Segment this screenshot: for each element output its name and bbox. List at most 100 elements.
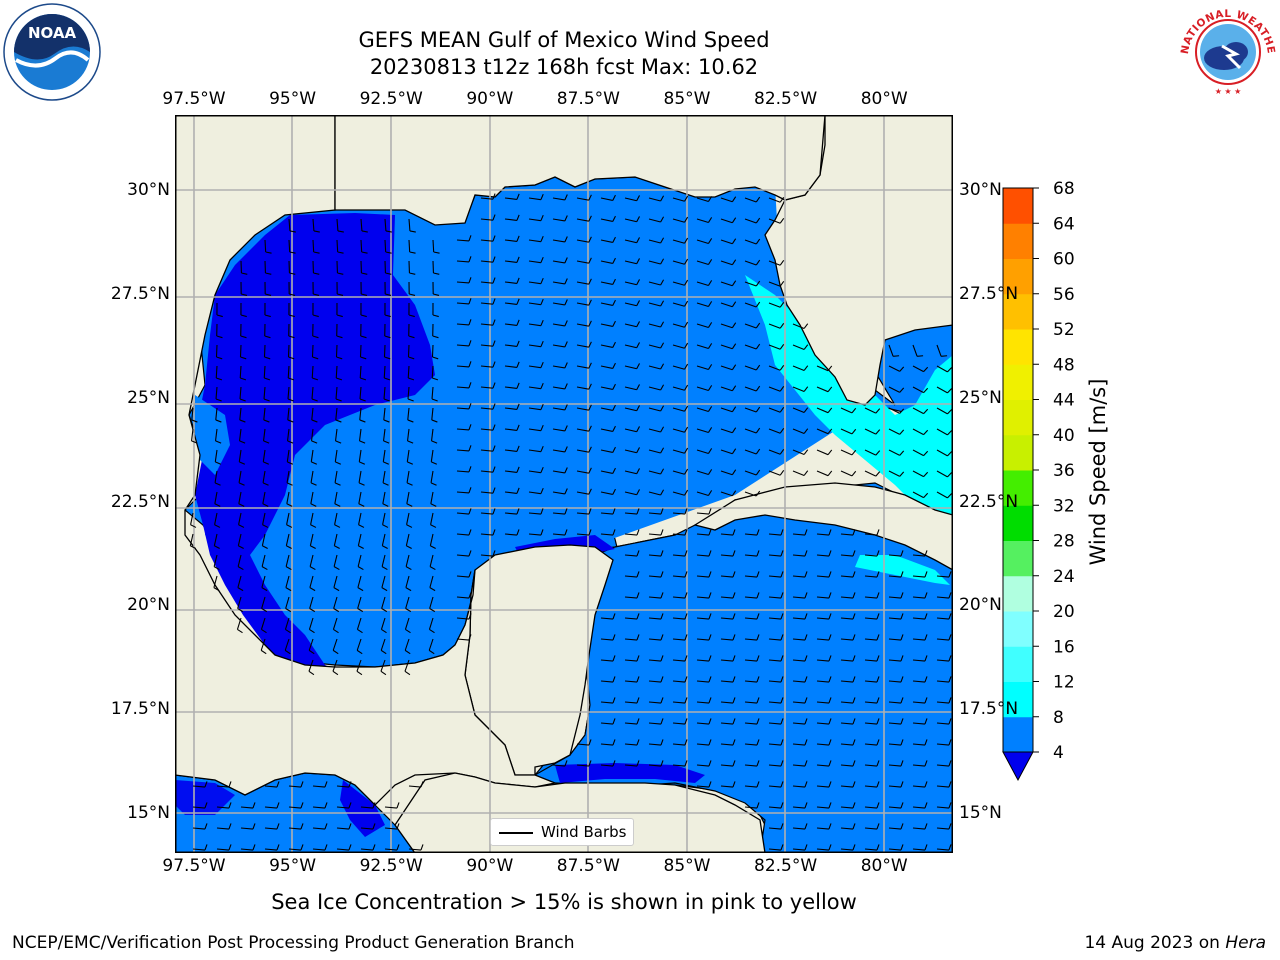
wind-barb-flag [732, 676, 736, 683]
wind-barb-flag [780, 697, 784, 704]
wind-barb [408, 785, 422, 788]
wind-barb-flag [492, 214, 496, 221]
wind-barb-flag [660, 634, 664, 641]
wind-barb [239, 386, 242, 400]
wind-barb [672, 470, 685, 475]
wind-barb-flag [684, 655, 688, 662]
wind-barb [744, 680, 758, 683]
wind-barb [312, 239, 315, 253]
wind-barb-flag [406, 545, 412, 549]
wind-barb [600, 743, 614, 746]
wind-barb [480, 218, 493, 221]
wind-barb-flag [516, 277, 520, 284]
wind-barb-flag [900, 844, 904, 851]
wind-barb-flag [287, 440, 294, 444]
svg-text:NOAA: NOAA [28, 24, 77, 42]
wind-barb [744, 638, 758, 641]
wind-barb-flag [334, 524, 341, 528]
wind-barb-flag [876, 550, 880, 557]
wind-barb-flag [660, 384, 665, 391]
wind-barb [624, 218, 637, 223]
wind-barb-flag [276, 823, 280, 830]
wind-barb-flag [359, 440, 366, 444]
wind-barb-flag [588, 446, 592, 453]
run-date: 14 Aug 2023 on Hera [1084, 933, 1266, 953]
wind-barb [624, 302, 637, 307]
nws-logo: NATIONAL WEATHER SERVICE ★ ★ ★ [1174, 0, 1278, 102]
wind-barb [504, 197, 517, 201]
wind-barb [792, 344, 805, 350]
wind-barb-flag [215, 440, 222, 444]
wind-barb-flag [432, 335, 439, 339]
wind-barb-flag [924, 718, 928, 725]
wind-barb [816, 596, 830, 599]
wind-barb [576, 470, 589, 474]
lon-tick-bottom: 87.5°W [556, 856, 620, 876]
wind-barb [768, 701, 782, 704]
wind-barb [262, 491, 266, 504]
wind-barb-flag [405, 566, 412, 571]
wind-barb [576, 449, 589, 453]
wind-barb [912, 701, 926, 704]
wind-barb-flag [252, 802, 256, 809]
wind-barb [335, 365, 338, 379]
wind-barb [720, 407, 733, 413]
wind-barb-flag [540, 403, 544, 410]
wind-barb [720, 449, 733, 455]
lon-tick-bottom: 90°W [466, 856, 514, 876]
wind-barb [792, 365, 805, 371]
wind-barb-flag [755, 427, 761, 434]
wind-barb [406, 428, 410, 441]
wind-barb-flag [852, 844, 856, 851]
wind-barb-flag [516, 487, 520, 494]
wind-barb [840, 659, 854, 662]
wind-barb [792, 533, 806, 536]
wind-barb-flag [947, 430, 953, 436]
colorbar-tick-label: 12 [1053, 673, 1075, 693]
wind-barb [309, 596, 314, 609]
wind-barb-flag [827, 470, 833, 477]
colorbar-tick-label: 4 [1053, 743, 1064, 763]
wind-barb [840, 827, 854, 830]
wind-barb [816, 680, 830, 683]
wind-barb [792, 638, 806, 641]
wind-barb-flag [828, 781, 832, 788]
wind-barb-flag [660, 405, 665, 412]
wind-barb [768, 365, 781, 371]
wind-barb [429, 596, 434, 609]
wind-barb-flag [289, 272, 296, 275]
wind-barb-flag [731, 469, 737, 476]
map-plot [175, 115, 953, 853]
wind-barb [720, 680, 734, 683]
wind-barb-flag [636, 468, 641, 474]
wind-barb [744, 365, 757, 371]
wind-barb [213, 575, 218, 588]
wind-barb [672, 449, 685, 454]
wind-barb [672, 512, 686, 515]
wind-barb-flag [779, 344, 785, 350]
colorbar-cell [1003, 470, 1033, 506]
wind-barb-flag [263, 398, 270, 402]
colorbar-cell [1003, 399, 1033, 436]
wind-barb-flag [803, 428, 809, 434]
wind-barb-flag [875, 408, 881, 414]
wind-barb-flag [309, 587, 316, 592]
wind-barb [552, 491, 565, 495]
wind-barb [504, 491, 517, 495]
wind-barb [552, 197, 565, 201]
wind-barb [648, 512, 662, 515]
wind-barb-flag [660, 739, 664, 746]
wind-barb [528, 470, 541, 474]
wind-barb [360, 806, 374, 809]
wind-barb-flag [361, 272, 368, 275]
wind-barb-flag [276, 844, 280, 851]
wind-barb [428, 617, 434, 630]
wind-barb-flag [372, 802, 376, 809]
wind-barb-flag [732, 529, 736, 536]
wind-barb [648, 659, 662, 662]
wind-barb [240, 806, 254, 809]
wind-barb-flag [779, 428, 785, 434]
wind-barb-flag [285, 608, 292, 613]
wind-barb-flag [636, 195, 641, 201]
chart-title: GEFS MEAN Gulf of Mexico Wind Speed [358, 28, 770, 52]
